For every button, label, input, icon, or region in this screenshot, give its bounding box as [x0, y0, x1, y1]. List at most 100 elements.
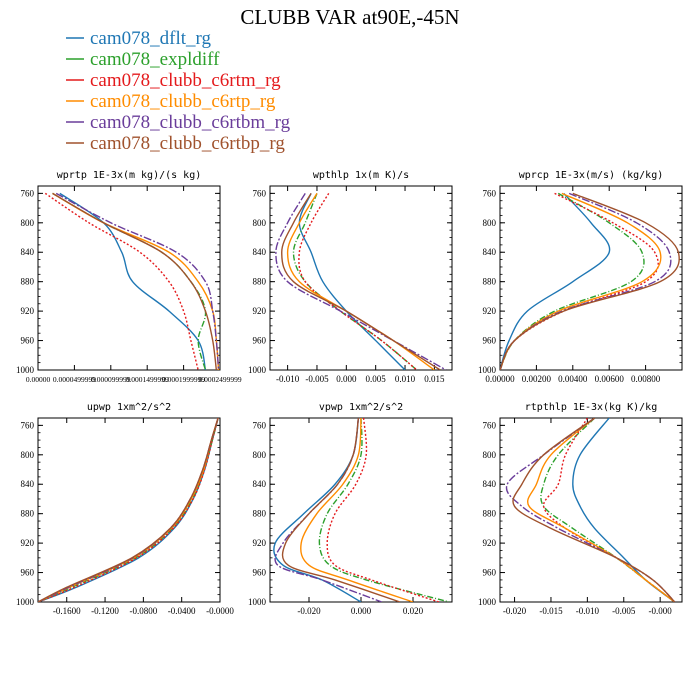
y-tick-label: 880	[253, 509, 267, 519]
x-tick-label: -0.005	[305, 374, 329, 384]
series-group	[505, 418, 676, 602]
x-tick-label: 0.00200	[522, 374, 552, 384]
y-tick-label: 840	[483, 247, 497, 257]
x-tick-label: -0.1200	[91, 606, 119, 616]
y-tick-label: 960	[483, 568, 497, 578]
y-tick-label: 1000	[248, 597, 267, 607]
series-line-cam078_dflt_rg	[298, 193, 406, 370]
series-line-cam078_dflt_rg	[38, 418, 219, 602]
y-tick-label: 840	[21, 479, 35, 489]
series-line-cam078_clubb_c6rtbp_rg	[38, 418, 219, 602]
series-line-cam078_clubb_c6rtbm_rg	[38, 418, 219, 602]
chart-title: wprcp 1E-3x(m/s) (kg/kg)	[519, 170, 664, 181]
series-line-cam078_clubb_c6rtbm_rg	[55, 192, 220, 370]
series-line-cam078_clubb_c6rtp_rg	[300, 418, 414, 602]
legend-entry: cam078_clubb_c6rtp_rg	[66, 91, 276, 112]
x-tick-label: -0.020	[297, 606, 321, 616]
chart-panel-p1: wprtp 1E-3x(m kg)/(s kg) 760 800 840 880 920 9…	[16, 170, 242, 384]
series-line-cam078_clubb_c6rtm_rg	[298, 193, 418, 370]
y-tick-label: 960	[253, 568, 267, 578]
series-line-cam078_clubb_c6rtp_rg	[286, 193, 435, 370]
series-line-cam078_clubb_c6rtp_rg	[38, 418, 219, 602]
chart-title: wpthlp 1x(m K)/s	[313, 170, 409, 181]
y-tick-label: 920	[253, 538, 267, 548]
y-tick-label: 1000	[248, 365, 267, 375]
y-tick-label: 1000	[478, 597, 497, 607]
series-line-cam078_clubb_c6rtbp_rg	[52, 192, 218, 370]
x-tick-label: 0.000	[351, 606, 372, 616]
chart-panel-p3: wprcp 1E-3x(m/s) (kg/kg) 760 800 840 880 920 9…	[478, 170, 683, 384]
y-tick-label: 920	[21, 538, 35, 548]
chart-panel-p5: vpwp 1xm^2/s^2 760 800 840 880 920 960 1000 -0.0…	[248, 402, 453, 616]
y-tick-label: 880	[21, 277, 35, 287]
series-line-cam078_clubb_c6rtm_rg	[44, 192, 199, 370]
plot-frame	[499, 185, 683, 371]
series-group	[273, 418, 450, 602]
figure-title: CLUBB VAR at90E,-45N	[240, 5, 459, 29]
legend-label: cam078_expldiff	[90, 49, 220, 70]
legend-entry: cam078_dflt_rg	[66, 28, 212, 49]
y-tick-label: 800	[21, 218, 35, 228]
plot-frame	[499, 417, 683, 603]
chart-panel-p4: upwp 1xm^2/s^2 760 800 840 880 920 960 1000 -0.1…	[16, 402, 234, 616]
y-tick-label: 1000	[16, 365, 35, 375]
x-tick-label: -0.015	[539, 606, 563, 616]
x-tick-label: 0.00000	[485, 374, 515, 384]
legend-entry: cam078_clubb_c6rtbp_rg	[66, 133, 285, 154]
series-line-cam078_expldiff	[52, 192, 207, 370]
x-tick-label: -0.010	[276, 374, 300, 384]
series-line-cam078_clubb_c6rtp_rg	[527, 418, 676, 602]
legend-label: cam078_clubb_c6rtbp_rg	[90, 133, 285, 154]
panels: wprtp 1E-3x(m kg)/(s kg) 760 800 840 880 920 9…	[16, 170, 683, 616]
y-tick-label: 1000	[16, 597, 35, 607]
y-tick-label: 800	[253, 450, 267, 460]
y-tick-label: 760	[253, 420, 267, 430]
chart-title: wprtp 1E-3x(m kg)/(s kg)	[57, 170, 202, 181]
y-tick-label: 840	[21, 247, 35, 257]
x-tick-label: 0.00400	[558, 374, 588, 384]
x-tick-label: -0.1600	[53, 606, 81, 616]
plot-frame	[37, 417, 221, 603]
legend-entry: cam078_clubb_c6rtm_rg	[66, 70, 281, 91]
y-tick-label: 880	[21, 509, 35, 519]
y-tick-label: 840	[253, 479, 267, 489]
y-tick-label: 760	[21, 420, 35, 430]
y-tick-label: 1000	[478, 365, 497, 375]
y-tick-label: 760	[253, 188, 267, 198]
plot-frame	[269, 185, 453, 371]
series-line-cam078_clubb_c6rtbp_rg	[281, 418, 401, 602]
y-tick-label: 920	[483, 306, 497, 316]
y-tick-label: 800	[483, 450, 497, 460]
y-tick-label: 760	[21, 188, 35, 198]
x-tick-label: 0.0002499999	[198, 375, 241, 384]
series-line-cam078_clubb_c6rtm_rg	[542, 418, 676, 602]
series-group	[500, 192, 680, 370]
chart-title: rtpthlp 1E-3x(kg K)/kg	[525, 402, 657, 413]
y-tick-label: 960	[483, 336, 497, 346]
series-line-cam078_expldiff	[318, 418, 450, 602]
legend-label: cam078_clubb_c6rtbm_rg	[90, 112, 291, 133]
chart-panel-p2: wpthlp 1x(m K)/s 760 800 840 880 920 960 1000 -0…	[248, 170, 453, 384]
series-line-cam078_expldiff	[38, 418, 219, 602]
series-line-cam078_expldiff	[540, 418, 676, 602]
x-tick-label: 0.00600	[595, 374, 625, 384]
x-tick-label: -0.020	[503, 606, 527, 616]
legend-label: cam078_clubb_c6rtm_rg	[90, 70, 281, 91]
x-tick-label: 0.0000499999	[53, 375, 96, 384]
series-line-cam078_clubb_c6rtp_rg	[500, 192, 662, 370]
x-tick-label: 0.00800	[631, 374, 661, 384]
x-tick-label: -0.010	[576, 606, 600, 616]
series-group	[44, 192, 220, 370]
y-tick-label: 800	[483, 218, 497, 228]
series-group	[38, 418, 219, 602]
y-tick-label: 960	[253, 336, 267, 346]
x-tick-label: 0.0001999999	[162, 375, 205, 384]
x-tick-label: 0.015	[424, 374, 445, 384]
series-line-cam078_clubb_c6rtm_rg	[500, 192, 659, 370]
x-tick-label: 0.000099999	[91, 375, 131, 384]
y-tick-label: 880	[253, 277, 267, 287]
series-line-cam078_dflt_rg	[59, 192, 207, 370]
y-tick-label: 920	[483, 538, 497, 548]
y-tick-label: 880	[483, 277, 497, 287]
